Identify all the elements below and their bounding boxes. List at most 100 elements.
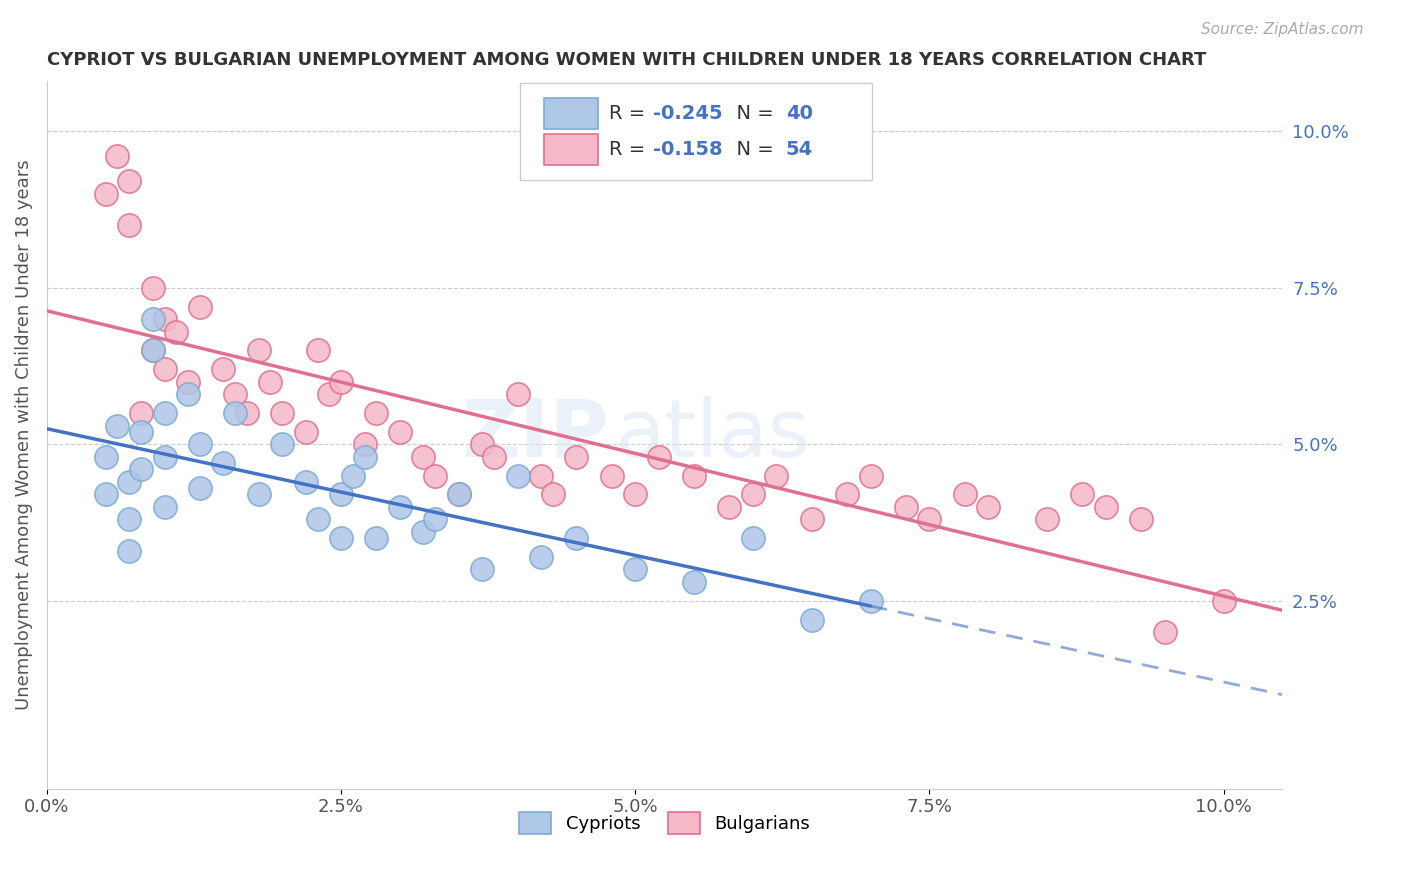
Point — [482, 450, 505, 464]
Point — [165, 325, 187, 339]
Point — [177, 375, 200, 389]
Point — [353, 450, 375, 464]
Point — [118, 174, 141, 188]
Point — [1071, 487, 1094, 501]
Text: 40: 40 — [786, 104, 813, 123]
Point — [1036, 512, 1059, 526]
Point — [425, 468, 447, 483]
Point — [648, 450, 671, 464]
Point — [142, 343, 165, 358]
Text: -0.245: -0.245 — [654, 104, 723, 123]
Point — [353, 437, 375, 451]
Point — [118, 475, 141, 489]
Point — [118, 512, 141, 526]
Point — [741, 487, 763, 501]
Text: N =: N = — [724, 140, 780, 159]
Point — [388, 500, 411, 514]
Point — [800, 613, 823, 627]
Point — [330, 375, 353, 389]
Text: CYPRIOT VS BULGARIAN UNEMPLOYMENT AMONG WOMEN WITH CHILDREN UNDER 18 YEARS CORRE: CYPRIOT VS BULGARIAN UNEMPLOYMENT AMONG … — [46, 51, 1206, 69]
Point — [624, 487, 647, 501]
Point — [600, 468, 623, 483]
Point — [447, 487, 470, 501]
Point — [366, 531, 388, 545]
Point — [212, 456, 235, 470]
Point — [342, 468, 364, 483]
Point — [129, 406, 152, 420]
Point — [565, 531, 588, 545]
Point — [741, 531, 763, 545]
Point — [177, 387, 200, 401]
Legend: Cypriots, Bulgarians: Cypriots, Bulgarians — [510, 803, 820, 843]
Point — [894, 500, 917, 514]
Point — [94, 186, 117, 201]
Point — [142, 281, 165, 295]
Point — [1212, 594, 1234, 608]
Point — [142, 343, 165, 358]
Point — [107, 149, 129, 163]
Point — [153, 500, 176, 514]
Point — [506, 387, 529, 401]
Point — [153, 406, 176, 420]
Point — [447, 487, 470, 501]
Point — [683, 468, 706, 483]
Point — [765, 468, 787, 483]
Point — [247, 487, 270, 501]
Text: -0.158: -0.158 — [654, 140, 723, 159]
Point — [271, 406, 294, 420]
Point — [624, 562, 647, 576]
Point — [212, 362, 235, 376]
Text: R =: R = — [609, 104, 651, 123]
Point — [318, 387, 340, 401]
Point — [366, 406, 388, 420]
Point — [800, 512, 823, 526]
Point — [307, 512, 329, 526]
Point — [471, 437, 494, 451]
Text: atlas: atlas — [616, 396, 810, 474]
Text: Source: ZipAtlas.com: Source: ZipAtlas.com — [1201, 22, 1364, 37]
Point — [118, 219, 141, 233]
Point — [425, 512, 447, 526]
Point — [224, 406, 246, 420]
Y-axis label: Unemployment Among Women with Children Under 18 years: Unemployment Among Women with Children U… — [15, 160, 32, 710]
Text: ZIP: ZIP — [461, 396, 609, 474]
Text: N =: N = — [724, 104, 780, 123]
Point — [129, 462, 152, 476]
Point — [412, 450, 434, 464]
Point — [412, 524, 434, 539]
Point — [918, 512, 941, 526]
Point — [530, 549, 553, 564]
Point — [565, 450, 588, 464]
Point — [835, 487, 858, 501]
Point — [1153, 625, 1175, 640]
Point — [718, 500, 741, 514]
Point — [307, 343, 329, 358]
Point — [953, 487, 976, 501]
FancyBboxPatch shape — [544, 134, 598, 165]
Point — [330, 487, 353, 501]
Point — [506, 468, 529, 483]
Point — [236, 406, 259, 420]
Point — [1095, 500, 1118, 514]
Point — [259, 375, 281, 389]
Point — [859, 468, 882, 483]
Point — [294, 425, 316, 439]
Point — [107, 418, 129, 433]
Point — [188, 437, 211, 451]
Point — [142, 312, 165, 326]
FancyBboxPatch shape — [544, 98, 598, 129]
Point — [94, 450, 117, 464]
Point — [153, 312, 176, 326]
Point — [683, 574, 706, 589]
Point — [859, 594, 882, 608]
Point — [530, 468, 553, 483]
Text: R =: R = — [609, 140, 651, 159]
Point — [330, 531, 353, 545]
Point — [294, 475, 316, 489]
Point — [153, 450, 176, 464]
Point — [247, 343, 270, 358]
FancyBboxPatch shape — [520, 83, 872, 180]
Point — [271, 437, 294, 451]
Point — [224, 387, 246, 401]
Point — [118, 543, 141, 558]
